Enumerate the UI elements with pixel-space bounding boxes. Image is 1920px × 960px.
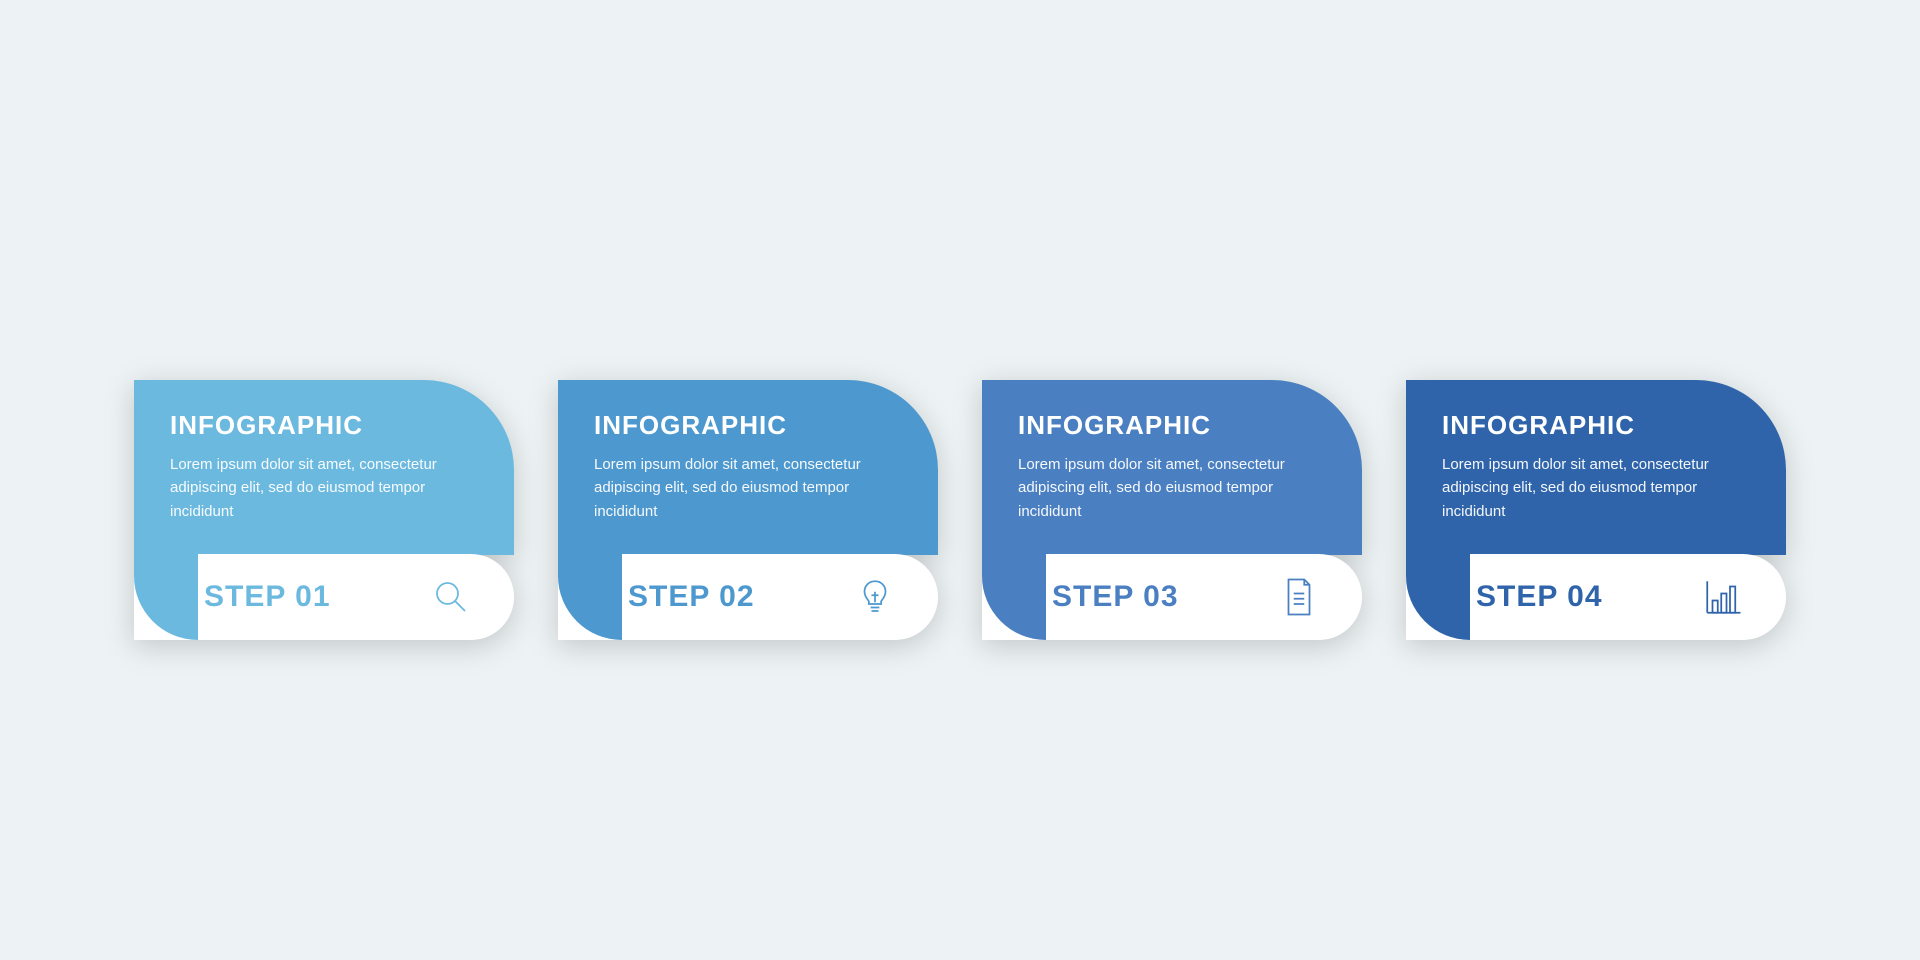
- step-label-1: STEP 01: [204, 580, 331, 614]
- step-title-3: INFOGRAPHIC: [1018, 410, 1326, 441]
- step-top-1: INFOGRAPHIC Lorem ipsum dolor sit amet, …: [134, 380, 514, 555]
- lightbulb-icon: [854, 576, 896, 618]
- step-label-4: STEP 04: [1476, 580, 1603, 614]
- step-card-3: INFOGRAPHIC Lorem ipsum dolor sit amet, …: [982, 380, 1362, 640]
- step-card-1: INFOGRAPHIC Lorem ipsum dolor sit amet, …: [134, 380, 514, 640]
- barchart-icon: [1702, 576, 1744, 618]
- magnifier-icon: [430, 576, 472, 618]
- infographic-row: INFOGRAPHIC Lorem ipsum dolor sit amet, …: [134, 380, 1786, 640]
- step-card-2: INFOGRAPHIC Lorem ipsum dolor sit amet, …: [558, 380, 938, 640]
- step-label-3: STEP 03: [1052, 580, 1179, 614]
- step-body-4: Lorem ipsum dolor sit amet, consectetur …: [1442, 453, 1750, 523]
- step-top-2: INFOGRAPHIC Lorem ipsum dolor sit amet, …: [558, 380, 938, 555]
- document-icon: [1278, 576, 1320, 618]
- step-title-1: INFOGRAPHIC: [170, 410, 478, 441]
- step-body-3: Lorem ipsum dolor sit amet, consectetur …: [1018, 453, 1326, 523]
- step-body-1: Lorem ipsum dolor sit amet, consectetur …: [170, 453, 478, 523]
- step-title-2: INFOGRAPHIC: [594, 410, 902, 441]
- step-title-4: INFOGRAPHIC: [1442, 410, 1750, 441]
- step-top-4: INFOGRAPHIC Lorem ipsum dolor sit amet, …: [1406, 380, 1786, 555]
- step-body-2: Lorem ipsum dolor sit amet, consectetur …: [594, 453, 902, 523]
- step-card-4: INFOGRAPHIC Lorem ipsum dolor sit amet, …: [1406, 380, 1786, 640]
- step-label-2: STEP 02: [628, 580, 755, 614]
- step-top-3: INFOGRAPHIC Lorem ipsum dolor sit amet, …: [982, 380, 1362, 555]
